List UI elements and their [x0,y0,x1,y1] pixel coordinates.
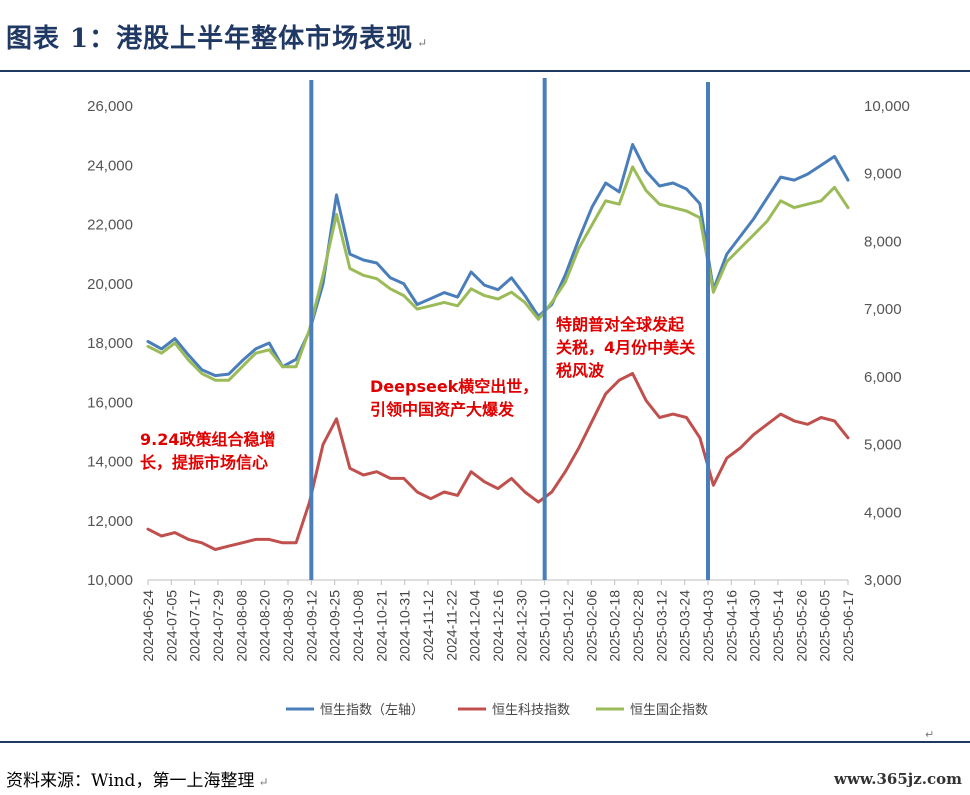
y-left-tick-label: 18,000 [87,335,133,352]
x-tick-label: 2024-08-30 [280,590,296,662]
x-tick-label: 2024-09-25 [327,590,343,662]
y-left-tick-label: 20,000 [87,276,133,293]
y-right-tick-label: 10,000 [864,98,910,115]
paragraph-mark: ↵ [925,728,935,741]
y-right-tick-label: 7,000 [864,301,902,318]
x-tick-label: 2025-01-10 [537,590,553,662]
event-lines [309,78,710,580]
source-text: 资料来源：Wind，第一上海整理 [6,771,255,791]
x-tick-label: 2024-07-05 [163,590,179,662]
legend: 恒生指数（左轴） 恒生科技指数 恒生国企指数 [286,702,708,718]
watermark: www.365jz.com [834,770,962,788]
x-tick-label: 2024-07-29 [210,590,226,662]
y-right-tick-label: 4,000 [864,504,902,521]
x-tick-label: 2025-01-22 [560,590,576,662]
x-tick-label: 2024-12-04 [467,590,483,662]
x-axis: 2024-06-24 2024-07-05 2024-07-17 2024-07-29… [140,579,856,662]
annotation-line: 9.24政策组合稳增 [140,430,275,449]
x-tick-label: 2025-04-30 [747,590,763,662]
x-tick-label: 2024-07-17 [187,590,203,662]
y-axis-left: 10,000 12,000 14,000 16,000 18,000 20,000 22,0… [87,98,133,589]
legend-label: 恒生指数（左轴） [320,703,424,718]
x-tick-label: 2025-06-17 [840,590,856,662]
series-lines [146,143,850,551]
annotation-line: 关税，4月份中美关 [556,338,695,357]
annotation-line: 引领中国资产大爆发 [370,400,515,419]
y-right-tick-label: 6,000 [864,369,902,386]
annotation-line: 长，提振市场信心 [140,453,268,472]
x-tick-label: 2025-04-16 [723,590,739,662]
x-tick-label: 2025-05-14 [770,590,786,662]
chart: 10,000 12,000 14,000 16,000 18,000 20,000 22,0… [87,78,910,718]
series-line-2 [146,165,850,382]
x-tick-label: 2024-10-31 [397,590,413,662]
x-tick-label: 2024-10-08 [350,590,366,662]
x-tick-label: 2025-04-03 [700,590,716,662]
x-tick-label: 2024-10-21 [373,590,389,662]
x-tick-label: 2025-03-24 [677,590,693,662]
bottom-rule [0,741,970,743]
legend-item-2: 恒生国企指数 [596,702,708,718]
x-tick-label: 2025-02-18 [607,590,623,662]
x-tick-label: 2024-12-30 [513,590,529,662]
x-tick-label: 2024-12-16 [490,590,506,662]
x-tick-label: 2025-03-12 [653,590,669,662]
y-right-tick-label: 3,000 [864,572,902,589]
annotation-line: 特朗普对全球发起 [556,315,685,334]
paragraph-mark: ↵ [417,36,429,50]
legend-item-0: 恒生指数（左轴） [286,703,424,718]
annotation-line: 税风波 [556,361,605,380]
annotation-1: Deepseek横空出世， 引领中国资产大爆发 [370,377,538,419]
legend-item-1: 恒生科技指数 [458,703,570,718]
y-left-tick-label: 14,000 [87,454,133,471]
x-tick-label: 2024-09-12 [303,590,319,662]
paragraph-mark: ↵ [258,775,269,789]
y-left-tick-label: 10,000 [87,572,133,589]
series-line-1 [146,372,850,551]
x-tick-label: 2024-11-22 [443,590,459,661]
y-right-tick-label: 9,000 [864,166,902,183]
x-tick-label: 2025-02-28 [630,590,646,662]
x-tick-label: 2024-11-12 [420,590,436,661]
annotation-line: Deepseek横空出世， [370,377,538,396]
source-note: 资料来源：Wind，第一上海整理 ↵ [6,766,269,791]
x-tick-label: 2024-06-24 [140,590,156,662]
y-left-tick-label: 16,000 [87,394,133,411]
legend-label: 恒生科技指数 [492,703,570,718]
x-tick-label: 2025-06-05 [817,590,833,662]
top-rule [0,70,970,72]
legend-label: 恒生国企指数 [630,702,708,718]
y-left-tick-label: 24,000 [87,157,133,174]
figure-title: 图表 1：港股上半年整体市场表现 ↵ [6,18,428,55]
y-axis-right: 3,000 4,000 5,000 6,000 7,000 8,000 9,000 10,00… [864,98,910,589]
x-tick-label: 2024-08-20 [257,590,273,662]
x-tick-label: 2024-08-08 [233,590,249,662]
y-left-tick-label: 22,000 [87,217,133,234]
x-tick-label: 2025-05-26 [793,590,809,662]
x-tick-label: 2025-02-06 [583,590,599,662]
y-left-tick-label: 12,000 [87,513,133,530]
y-left-tick-label: 26,000 [87,98,133,115]
figure-title-text: 图表 1：港股上半年整体市场表现 [6,24,414,54]
series-line-0 [146,143,850,378]
y-right-tick-label: 5,000 [864,437,902,454]
y-right-tick-label: 8,000 [864,233,902,250]
